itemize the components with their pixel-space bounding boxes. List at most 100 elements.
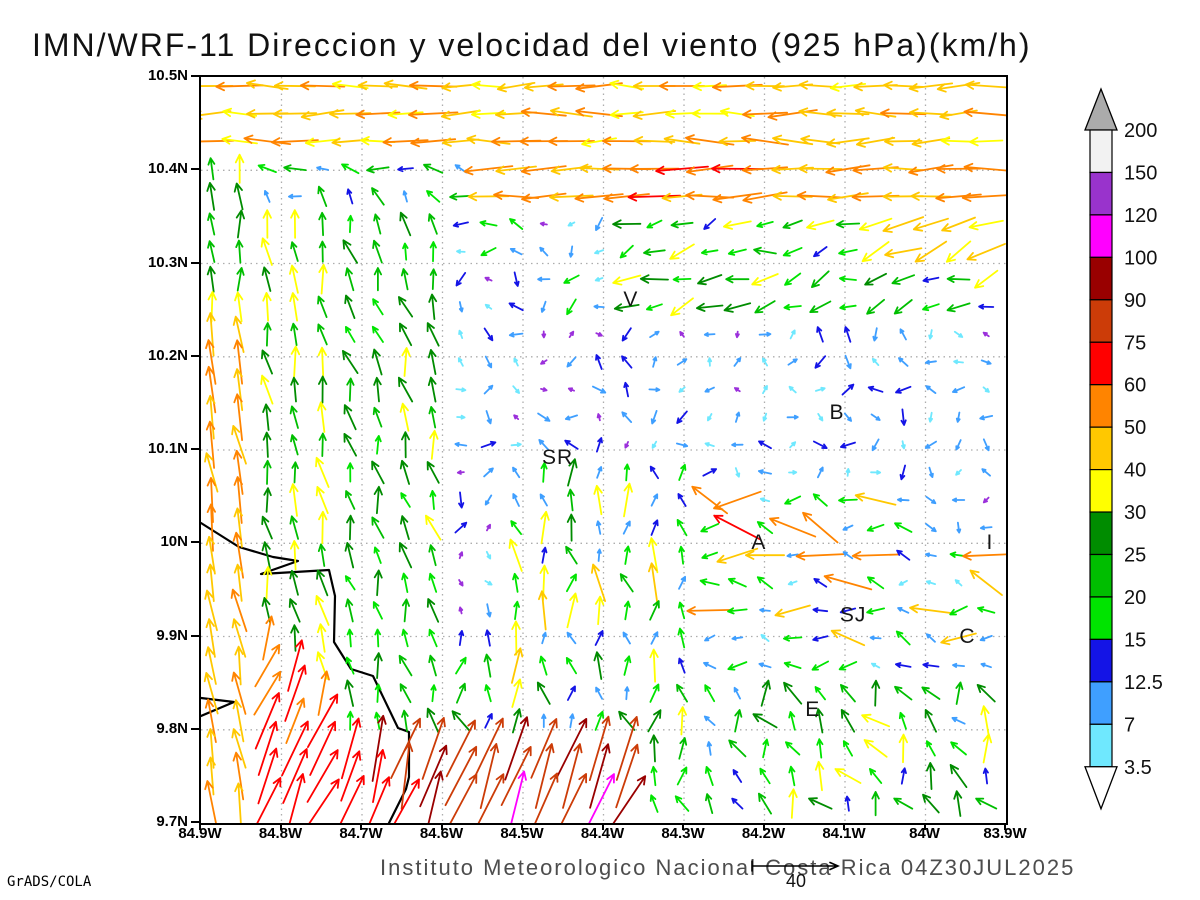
wind-arrow — [908, 108, 953, 118]
wind-arrow — [342, 350, 359, 374]
wind-arrow — [713, 514, 762, 541]
wind-arrow — [735, 330, 740, 339]
wind-arrow — [922, 793, 940, 814]
wind-arrow — [980, 705, 990, 737]
x-axis-label: 84.5W — [500, 825, 544, 842]
wind-arrow — [619, 244, 634, 259]
wind-arrow — [387, 109, 424, 119]
wind-arrow — [816, 326, 824, 343]
wind-arrow — [371, 325, 384, 343]
wind-arrow — [649, 330, 660, 338]
wind-arrow — [758, 662, 772, 669]
wind-arrow — [734, 709, 743, 733]
wind-arrow — [762, 412, 768, 422]
wind-arrow — [897, 607, 910, 614]
wind-arrow — [928, 329, 933, 340]
wind-arrow — [734, 467, 741, 478]
chart-title: IMN/WRF-11 Direccion y velocidad del vie… — [32, 27, 1032, 63]
wind-arrow — [207, 212, 216, 236]
wind-arrow — [260, 374, 274, 405]
wind-arrow — [624, 545, 631, 565]
wind-arrow — [754, 300, 776, 314]
wind-arrow — [541, 713, 547, 728]
wind-arrow — [318, 263, 328, 295]
colorbar-tick-label: 50 — [1124, 417, 1146, 439]
wind-arrow — [788, 711, 796, 731]
wind-arrow — [925, 552, 937, 558]
x-axis-label: 84.2W — [741, 825, 786, 842]
wind-arrow — [595, 332, 603, 337]
wind-arrow — [784, 272, 802, 286]
wind-arrow — [425, 514, 442, 541]
wind-arrow — [650, 519, 659, 536]
wind-arrow — [233, 563, 244, 602]
wind-arrow — [871, 791, 880, 817]
y-axis-label: 10.5N — [147, 67, 188, 84]
wind-arrow — [373, 546, 382, 564]
wind-arrow — [632, 110, 677, 120]
wind-arrow — [588, 773, 615, 823]
wind-arrow — [813, 246, 828, 258]
wind-arrow — [500, 746, 532, 806]
wind-arrow — [508, 538, 523, 572]
wind-arrow — [621, 411, 633, 423]
wind-arrow — [954, 579, 963, 587]
wind-arrow — [866, 298, 885, 315]
x-axis-label: 84.6W — [419, 825, 464, 842]
wind-arrow — [758, 469, 772, 475]
wind-arrow — [374, 628, 382, 648]
wind-arrow — [290, 434, 299, 456]
wind-arrow — [454, 521, 468, 534]
wind-arrow — [979, 525, 993, 531]
wind-arrow — [204, 780, 217, 823]
wind-arrow — [346, 462, 354, 483]
wind-arrow — [646, 219, 663, 229]
wind-arrow — [979, 415, 994, 421]
wind-arrow — [400, 515, 410, 540]
wind-arrow — [623, 655, 632, 676]
wind-arrow — [281, 720, 309, 777]
wind-arrow — [339, 775, 365, 823]
wind-arrow — [895, 662, 912, 668]
wind-arrow — [458, 329, 464, 339]
wind-arrow — [866, 607, 885, 615]
wind-arrow — [955, 439, 962, 451]
wind-arrow — [309, 720, 337, 776]
wind-arrow — [373, 213, 382, 235]
wind-arrow — [346, 710, 354, 731]
wind-arrow — [884, 247, 923, 259]
wind-arrow — [772, 134, 814, 146]
wind-arrow — [521, 192, 567, 203]
x-axis-label: 84.4W — [580, 825, 625, 842]
wind-arrow — [261, 349, 273, 375]
colorbar-band — [1089, 384, 1113, 428]
wind-arrow — [961, 192, 1006, 202]
wind-arrow — [399, 683, 412, 704]
wind-arrow — [621, 355, 633, 369]
wind-arrow — [980, 359, 992, 365]
wind-arrow — [979, 635, 993, 642]
wind-arrow — [427, 349, 437, 375]
wind-arrow — [727, 607, 748, 615]
wind-arrow — [949, 764, 968, 788]
wind-arrow — [842, 551, 854, 560]
wind-arrow — [449, 773, 478, 823]
wind-arrow — [285, 697, 306, 744]
wind-arrow — [555, 718, 588, 779]
wind-arrow — [523, 82, 564, 92]
wind-arrow — [567, 387, 575, 392]
wind-arrow — [340, 750, 362, 802]
wind-arrow — [399, 211, 412, 237]
wind-arrow — [670, 297, 694, 317]
wind-arrow — [317, 185, 328, 207]
wind-arrow — [234, 782, 244, 823]
wind-arrow — [895, 385, 912, 394]
wind-arrow — [623, 482, 633, 518]
wind-arrow — [231, 728, 247, 769]
wind-arrow — [841, 383, 855, 396]
wind-arrow — [236, 267, 245, 292]
wind-arrow — [812, 635, 829, 642]
wind-arrow — [374, 435, 382, 455]
wind-arrow — [402, 190, 408, 203]
wind-arrow — [262, 431, 272, 458]
